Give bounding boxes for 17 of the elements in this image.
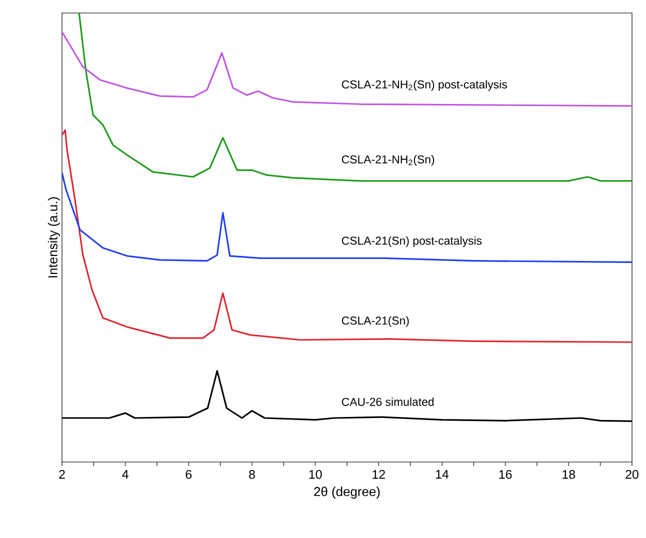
x-axis-title: 2θ (degree) xyxy=(314,486,380,499)
x-tick-label: 18 xyxy=(562,470,576,479)
x-tick-label: 2 xyxy=(59,470,65,479)
series-label: CSLA-21(Sn) post-catalysis xyxy=(342,236,482,247)
series-label: CSLA-21(Sn) xyxy=(342,316,409,327)
x-tick-label: 8 xyxy=(249,470,255,479)
series-label: CAU-26 simulated xyxy=(342,398,434,406)
series-label: CSLA-21-NH$_{2}$(Sn) xyxy=(342,155,434,166)
x-tick-label: 16 xyxy=(499,470,512,479)
x-tick-label: 20 xyxy=(626,470,638,479)
series-label: CSLA-21-NH$_{2}$(Sn) post-catalysis xyxy=(342,80,507,91)
y-axis-title: Intensity (a.u.) xyxy=(48,197,60,278)
x-tick-label: 4 xyxy=(122,470,128,479)
x-tick-label: 14 xyxy=(436,470,449,479)
x-tick-label: 10 xyxy=(309,470,322,479)
x-tick-label: 12 xyxy=(372,470,385,479)
x-tick-label: 6 xyxy=(186,470,192,479)
